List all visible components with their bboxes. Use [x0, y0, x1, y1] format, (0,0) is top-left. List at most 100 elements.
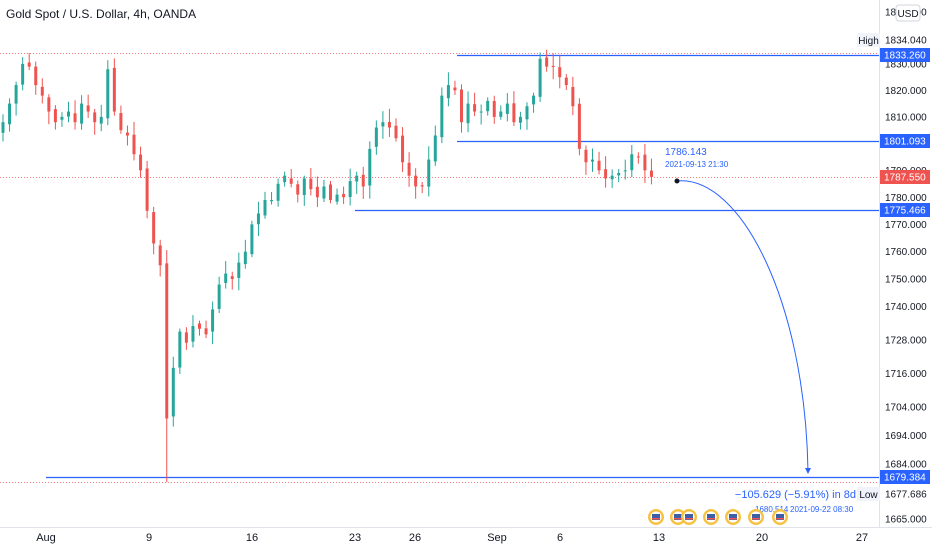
time-tick: 9	[146, 532, 152, 544]
candle-body	[67, 111, 70, 117]
candle-body	[551, 65, 555, 67]
low-label: Low	[859, 490, 878, 501]
candle	[407, 152, 411, 187]
candle-body	[47, 97, 51, 112]
candle	[453, 80, 457, 95]
price-tick: 1728.000	[885, 335, 927, 346]
candle	[145, 160, 149, 219]
price-tick: 1770.000	[885, 220, 927, 231]
candle	[571, 76, 575, 116]
candle-body	[322, 186, 326, 199]
candle-body	[433, 135, 437, 162]
candle-body	[309, 178, 313, 190]
candle-body	[289, 178, 293, 184]
projection-start-dot[interactable]	[674, 178, 680, 184]
candle	[112, 58, 116, 116]
candle	[243, 239, 247, 269]
candles	[1, 49, 653, 483]
candle	[250, 220, 254, 258]
projection-curve[interactable]	[676, 180, 809, 472]
time-tick: 26	[409, 532, 421, 544]
candle-body	[315, 186, 319, 198]
level-badge-1679.384: 1679.384	[880, 470, 930, 484]
candle	[204, 320, 208, 339]
candle-body	[361, 174, 365, 187]
candle-body	[420, 185, 424, 187]
candle	[276, 178, 280, 207]
candle	[80, 95, 84, 130]
candle	[211, 301, 215, 345]
price-tick: 1677.686	[885, 490, 927, 501]
candle-body	[643, 154, 647, 171]
candle-body	[125, 132, 129, 136]
candle	[617, 168, 621, 183]
candle-body	[564, 77, 568, 86]
candle-body	[453, 87, 457, 91]
candle	[171, 356, 175, 427]
candle-body	[217, 284, 221, 309]
candle	[132, 121, 136, 161]
candle-body	[99, 116, 103, 124]
candle	[387, 108, 391, 137]
candle-body	[394, 125, 398, 139]
candle-body	[571, 87, 575, 107]
projection-start-time: 2021-09-13 21:30	[665, 160, 729, 169]
candle	[335, 188, 339, 205]
event-flag-icon[interactable]	[681, 509, 697, 525]
candle-body	[414, 175, 418, 187]
event-flag-icon[interactable]	[648, 509, 664, 525]
candle	[636, 152, 640, 164]
candle-body	[630, 154, 634, 171]
time-tick: Aug	[36, 532, 56, 544]
candle-body	[178, 331, 182, 368]
candle-body	[224, 273, 228, 283]
event-flag-icon[interactable]	[703, 509, 719, 525]
price-tick: 1830.000	[885, 60, 927, 71]
level-badge-1833.260: 1833.260	[880, 48, 930, 62]
time-tick: Sep	[487, 532, 507, 544]
candle	[309, 168, 313, 196]
event-flag-icon[interactable]	[725, 509, 741, 525]
candle-body	[106, 69, 110, 119]
candle	[577, 98, 581, 156]
candle-body	[93, 112, 97, 123]
candle	[40, 78, 44, 104]
candle	[551, 53, 555, 80]
candle	[433, 125, 437, 166]
currency-button[interactable]: USD	[895, 4, 921, 22]
candle-body	[119, 113, 123, 131]
price-tick: 1760.000	[885, 247, 927, 258]
time-tick: 13	[653, 532, 665, 544]
price-tick: 1704.000	[885, 403, 927, 414]
candle	[198, 320, 201, 336]
candle	[184, 327, 188, 350]
price-tick: 1684.000	[885, 460, 927, 471]
candle	[165, 250, 169, 483]
candle	[230, 271, 234, 290]
candle	[479, 104, 483, 125]
candle-body	[636, 156, 640, 158]
price-tick: 1834.040	[885, 36, 927, 47]
projection-drawing	[674, 178, 811, 474]
chart-title: Gold Spot / U.S. Dollar, 4h, OANDA	[6, 7, 197, 21]
candle-body	[139, 154, 143, 171]
candle-body	[558, 67, 562, 78]
candle-body	[243, 251, 247, 265]
candle	[270, 191, 274, 205]
candle-body	[263, 199, 267, 216]
candle-body	[21, 64, 25, 85]
candle-body	[86, 105, 90, 112]
candle-body	[191, 326, 195, 342]
event-flag-icon[interactable]	[772, 509, 788, 525]
candle	[525, 102, 529, 130]
candle-body	[165, 263, 169, 419]
event-flag-icon[interactable]	[748, 509, 764, 525]
projection-end-time: 2021-09-22 08:30	[790, 505, 854, 514]
event-flag-icon[interactable]	[670, 509, 686, 525]
price-tick: 1810.000	[885, 112, 927, 123]
candle	[427, 146, 431, 197]
high-label-box: High	[857, 33, 880, 47]
candle-body	[617, 173, 621, 176]
candle	[1, 114, 5, 142]
